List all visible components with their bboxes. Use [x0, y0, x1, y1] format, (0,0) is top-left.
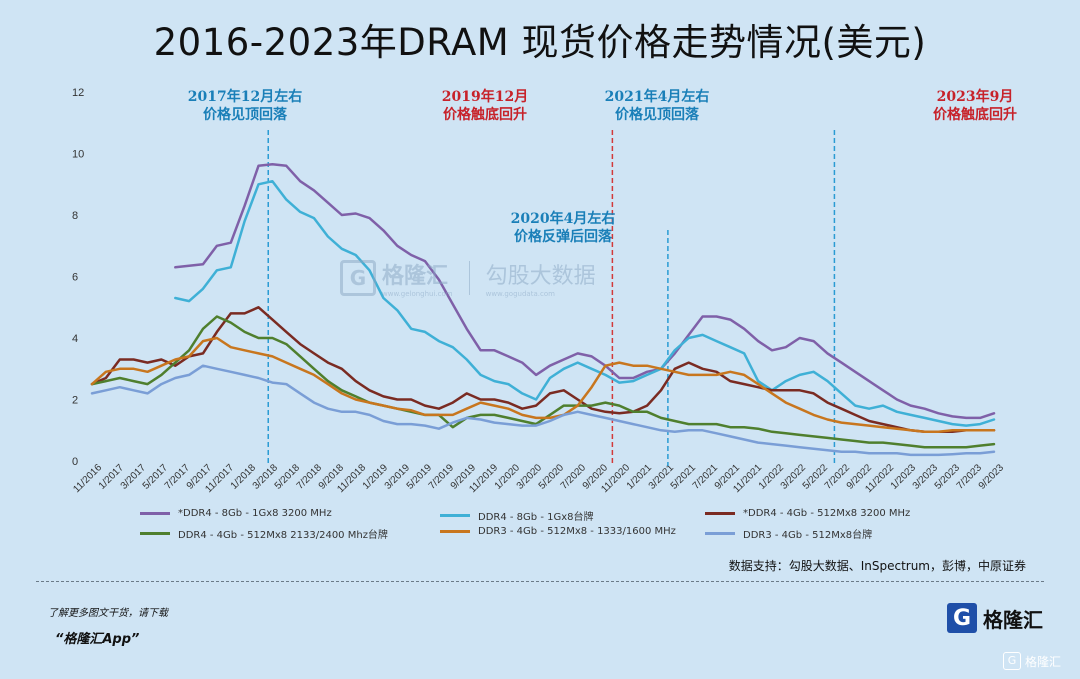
legend-label: *DDR4 - 4Gb - 512Mx8 3200 MHz — [743, 508, 911, 519]
watermark-logo-icon: G — [340, 260, 376, 296]
center-watermark: G 格隆汇 www.gelonghui.com 勾股大数据 www.goguda… — [340, 258, 596, 298]
legend-swatch — [440, 530, 470, 533]
annotation-text: 2023年9月 — [936, 89, 1014, 105]
legend-item: DDR4 - 4Gb - 512Mx8 2133/2400 Mhz台牌 — [140, 526, 388, 541]
y-tick-label: 6 — [72, 272, 78, 284]
annotation-2023-bottom: 2023年9月 价格触底回升 — [900, 88, 1050, 124]
y-tick-label: 8 — [72, 210, 78, 222]
corner-watermark-icon: G — [1003, 652, 1021, 670]
y-tick-label: 10 — [72, 149, 84, 161]
annotation-2017-peak: 2017年12月左右 价格见顶回落 — [160, 88, 330, 124]
legend-swatch — [140, 532, 170, 535]
annotation-2019-bottom: 2019年12月 价格触底回升 — [400, 88, 570, 124]
annotation-2021-peak: 2021年4月左右 价格见顶回落 — [572, 88, 742, 124]
series-line — [90, 315, 996, 449]
series-line — [174, 163, 996, 420]
annotation-text: 2019年12月 — [441, 89, 529, 105]
legend-item: DDR3 - 4Gb - 512Mx8 - 1333/1600 MHz — [440, 526, 676, 537]
logo-icon: G — [947, 603, 977, 633]
watermark-divider — [468, 261, 470, 295]
watermark-url: www.gelonghui.com — [382, 290, 453, 298]
legend-swatch — [140, 512, 170, 515]
corner-watermark: G 格隆汇 — [1003, 652, 1061, 670]
footer-app-link[interactable]: “格隆汇App” — [55, 632, 140, 647]
legend-label: DDR3 - 4Gb - 512Mx8 - 1333/1600 MHz — [478, 526, 676, 537]
divider — [36, 581, 1044, 582]
annotation-text: 2021年4月左右 — [604, 89, 710, 105]
watermark-name-2: 勾股大数据 — [485, 264, 596, 289]
annotation-text: 价格反弹后回落 — [514, 229, 612, 245]
legend-swatch — [440, 514, 470, 517]
annotation-2020-rebound: 2020年4月左右 价格反弹后回落 — [468, 210, 658, 246]
watermark-name: 格隆汇 — [382, 264, 449, 289]
y-tick-label: 2 — [72, 395, 78, 407]
brand-logo[interactable]: G 格隆汇 — [947, 603, 1043, 633]
legend-item: *DDR4 - 4Gb - 512Mx8 3200 MHz — [705, 508, 910, 519]
series-line — [174, 179, 996, 427]
y-tick-label: 0 — [72, 456, 78, 468]
annotation-text: 2017年12月左右 — [187, 89, 303, 105]
series-line — [90, 364, 996, 457]
legend-label: DDR4 - 8Gb - 1Gx8台牌 — [478, 512, 594, 523]
data-source: 数据支持：勾股大数据、InSpectrum，彭博，中原证券 — [728, 559, 1026, 573]
annotation-text: 价格见顶回落 — [615, 107, 699, 123]
x-tick-label: 9/2023 — [977, 462, 1007, 492]
watermark-url-2: www.gogudata.com — [485, 290, 555, 298]
y-tick-label: 4 — [72, 333, 78, 345]
series-line — [90, 306, 996, 434]
legend-swatch — [705, 532, 735, 535]
legend-item: DDR3 - 4Gb - 512Mx8台牌 — [705, 526, 872, 541]
annotation-text: 价格触底回升 — [933, 107, 1017, 123]
logo-text: 格隆汇 — [983, 607, 1043, 632]
legend-label: DDR3 - 4Gb - 512Mx8台牌 — [743, 530, 873, 541]
dram-price-chart: 02468101211/20161/20173/20175/20177/2017… — [71, 87, 1007, 495]
annotation-text: 价格触底回升 — [443, 107, 527, 123]
footer-tip: 了解更多图文干货，请下载 — [48, 608, 168, 619]
annotation-text: 价格见顶回落 — [203, 107, 287, 123]
chart-title: 2016-2023年DRAM 现货价格走势情况(美元) — [153, 21, 927, 64]
legend-label: DDR4 - 4Gb - 512Mx8 2133/2400 Mhz台牌 — [178, 530, 388, 541]
legend-swatch — [705, 512, 735, 515]
legend-label: *DDR4 - 8Gb - 1Gx8 3200 MHz — [178, 508, 332, 519]
series-line — [90, 336, 996, 434]
y-tick-label: 12 — [72, 87, 84, 99]
legend-item: DDR4 - 8Gb - 1Gx8台牌 — [440, 508, 594, 523]
legend-item: *DDR4 - 8Gb - 1Gx8 3200 MHz — [140, 508, 332, 519]
corner-watermark-text: 格隆汇 — [1025, 654, 1062, 669]
annotation-text: 2020年4月左右 — [510, 211, 616, 227]
